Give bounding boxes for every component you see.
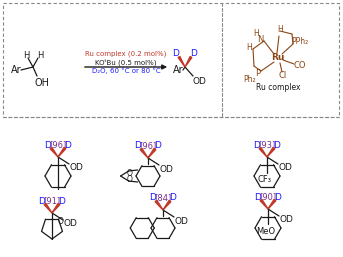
Text: OD: OD [159, 164, 173, 173]
Polygon shape [178, 57, 185, 67]
Text: D: D [45, 141, 51, 150]
Text: [96]: [96] [49, 141, 67, 150]
Text: Ar: Ar [11, 65, 21, 75]
Text: CF₃: CF₃ [258, 176, 272, 185]
Text: [93]: [93] [258, 141, 276, 150]
Polygon shape [267, 147, 275, 157]
Text: [96]: [96] [139, 142, 157, 151]
Text: O: O [58, 217, 63, 226]
Text: D: D [255, 192, 261, 201]
Text: H: H [37, 50, 43, 60]
Text: OD: OD [69, 163, 83, 172]
Text: Ru complex: Ru complex [256, 84, 300, 93]
Text: OH: OH [35, 78, 49, 88]
Polygon shape [185, 57, 192, 67]
Text: Ru complex (0.2 mol%): Ru complex (0.2 mol%) [85, 51, 167, 57]
Text: CO: CO [294, 61, 306, 70]
Text: D: D [59, 197, 66, 206]
Text: N: N [257, 34, 263, 43]
Text: O: O [127, 169, 132, 178]
Text: D: D [173, 50, 179, 59]
Polygon shape [44, 203, 52, 213]
Text: OD: OD [174, 216, 188, 225]
Text: Ar: Ar [173, 65, 183, 75]
Polygon shape [155, 200, 163, 210]
Text: OD: OD [278, 163, 292, 172]
Text: [90]: [90] [259, 192, 276, 201]
Polygon shape [259, 147, 267, 157]
Text: P: P [256, 69, 261, 78]
Polygon shape [52, 203, 60, 213]
Text: D₂O, 60 °C or 80 °C: D₂O, 60 °C or 80 °C [92, 68, 160, 74]
Polygon shape [268, 199, 276, 209]
Polygon shape [58, 147, 66, 157]
Text: [91]: [91] [44, 197, 61, 206]
Text: OD: OD [279, 216, 293, 225]
Text: D: D [274, 141, 281, 150]
Text: H: H [253, 30, 259, 39]
Text: D: D [274, 192, 282, 201]
Polygon shape [148, 148, 156, 158]
Text: H: H [23, 50, 29, 60]
Text: H: H [277, 25, 283, 34]
Text: D: D [150, 194, 156, 203]
Text: KOᵗBu (0.5 mol%): KOᵗBu (0.5 mol%) [95, 58, 157, 66]
Text: [84]: [84] [154, 194, 172, 203]
Text: MeO: MeO [257, 226, 275, 235]
Text: D: D [191, 50, 198, 59]
Text: D: D [38, 197, 45, 206]
Text: Ru: Ru [271, 53, 285, 62]
Text: Ph₂: Ph₂ [244, 76, 256, 85]
Text: D: D [169, 194, 176, 203]
Text: D: D [253, 141, 260, 150]
Text: D: D [134, 142, 141, 151]
Text: OD: OD [63, 219, 77, 228]
Polygon shape [50, 147, 58, 157]
Text: Cl: Cl [279, 71, 287, 80]
Polygon shape [260, 199, 268, 209]
Polygon shape [140, 148, 148, 158]
Text: D: D [155, 142, 162, 151]
Text: O: O [127, 176, 132, 185]
Polygon shape [163, 200, 171, 210]
Text: PPh₂: PPh₂ [291, 36, 309, 45]
Text: D: D [64, 141, 71, 150]
Text: OD: OD [192, 77, 206, 86]
Text: H: H [246, 42, 252, 51]
